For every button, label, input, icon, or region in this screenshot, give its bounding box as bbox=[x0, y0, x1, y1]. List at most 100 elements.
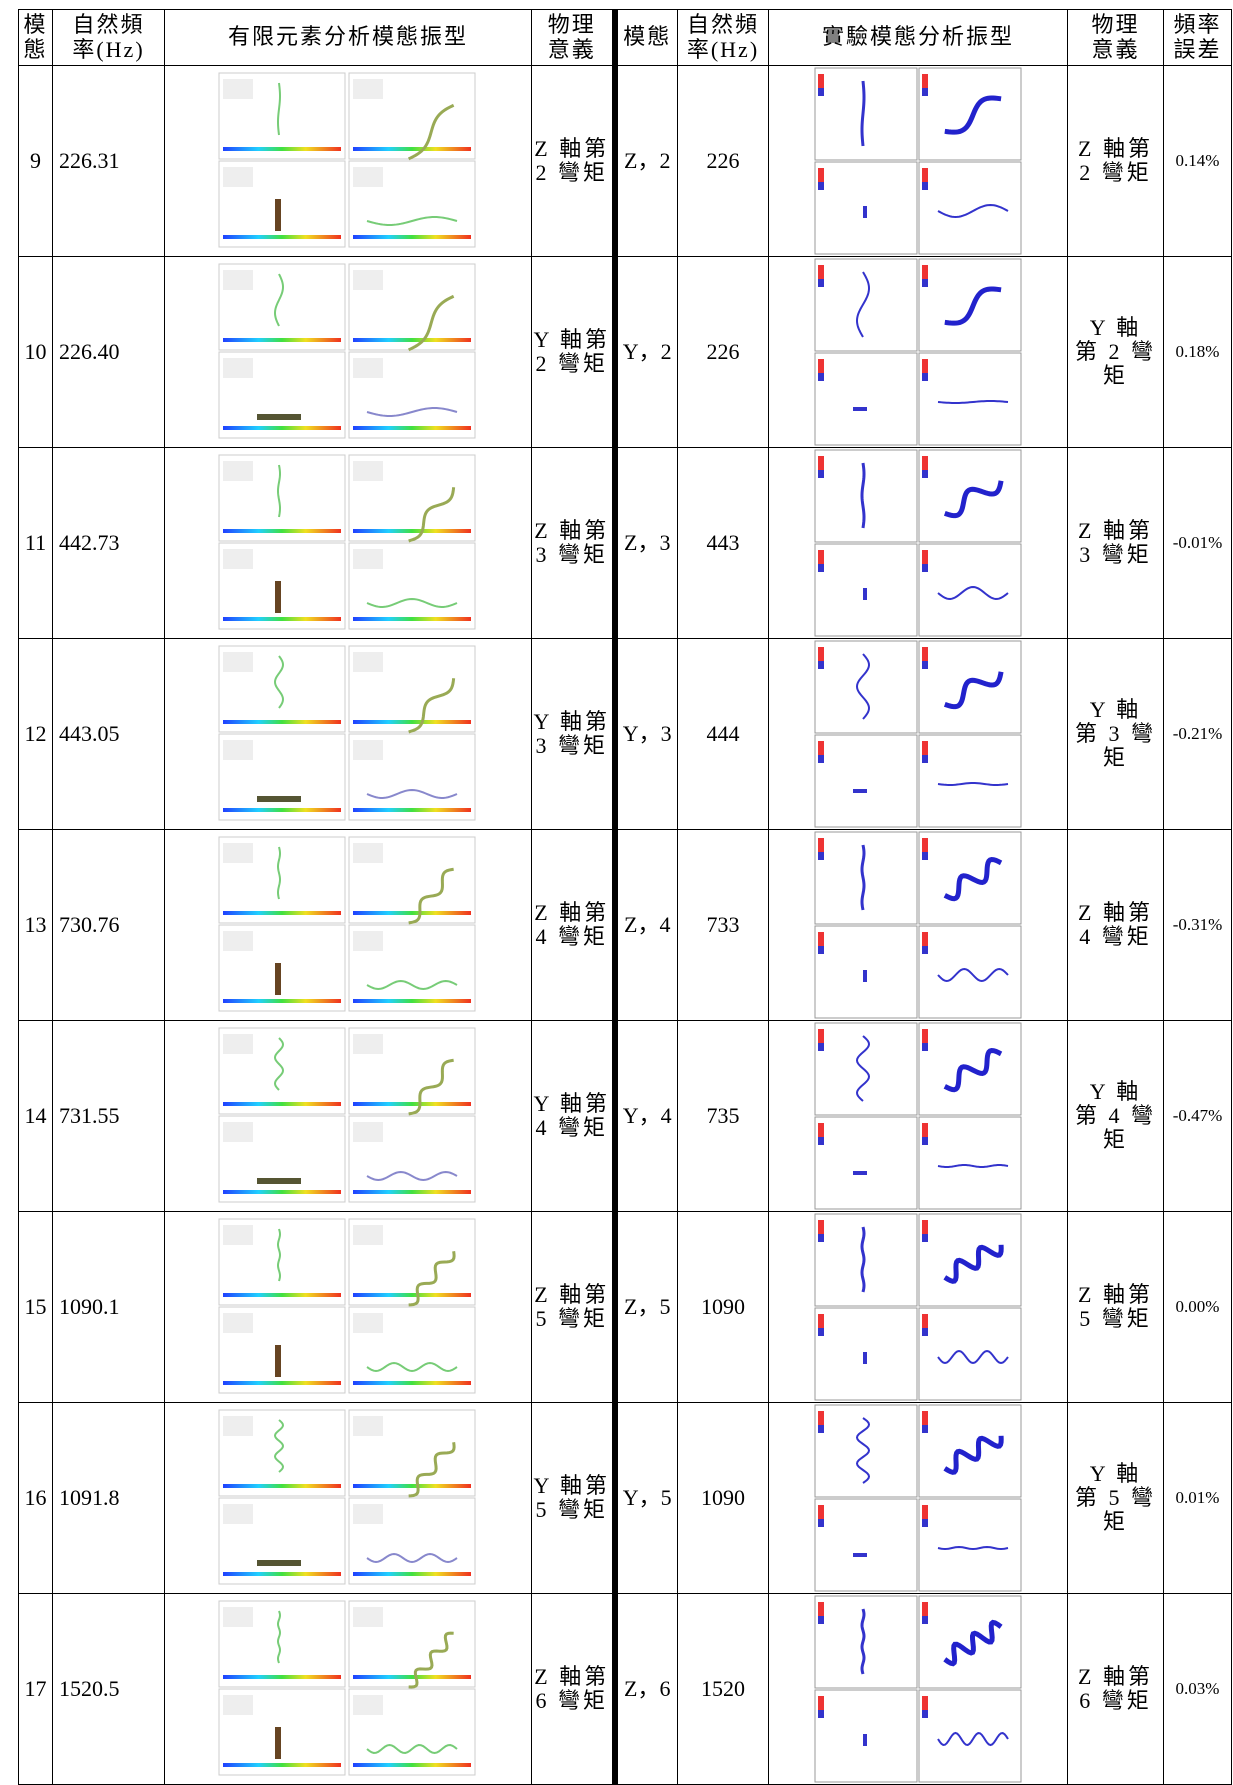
exp-mode: Y，5 bbox=[611, 1402, 678, 1594]
fe-mode-shape bbox=[218, 1218, 476, 1394]
fe-meaning: Z 軸第 5 彎矩 bbox=[531, 1211, 615, 1403]
fe-image-cell bbox=[164, 1020, 532, 1212]
exp-frequency: 226 bbox=[677, 256, 769, 448]
exp-image-cell bbox=[768, 638, 1068, 830]
exp-image-cell bbox=[768, 1020, 1068, 1212]
fe-image-cell bbox=[164, 829, 532, 1021]
exp-mode-shape bbox=[814, 1022, 1022, 1210]
frequency-error: 0.14% bbox=[1163, 65, 1232, 257]
exp-image-cell bbox=[768, 1593, 1068, 1785]
exp-meaning: Z 軸第 3 彎矩 bbox=[1067, 447, 1164, 639]
exp-image-cell bbox=[768, 1402, 1068, 1594]
exp-meaning: Y 軸 第 2 彎 矩 bbox=[1067, 256, 1164, 448]
exp-frequency: 443 bbox=[677, 447, 769, 639]
table-row: 15 1090.1 Z 軸第 5 彎矩 Z，5 1090 Z 軸第 5 彎矩 0.00% bbox=[18, 1211, 1232, 1403]
fe-mode-shape bbox=[218, 454, 476, 630]
header-cell: 物理 意義 bbox=[1067, 9, 1164, 66]
exp-mode: Z，3 bbox=[611, 447, 678, 639]
header-cell: 自然頻 率(Hz) bbox=[677, 9, 769, 66]
exp-frequency: 1090 bbox=[677, 1211, 769, 1403]
exp-frequency: 1090 bbox=[677, 1402, 769, 1594]
fe-mode-shape bbox=[218, 1409, 476, 1585]
exp-mode: Y，3 bbox=[611, 638, 678, 830]
frequency-error: -0.47% bbox=[1163, 1020, 1232, 1212]
exp-meaning: Y 軸 第 3 彎 矩 bbox=[1067, 638, 1164, 830]
exp-image-cell bbox=[768, 829, 1068, 1021]
fe-meaning: Z 軸第 6 彎矩 bbox=[531, 1593, 615, 1785]
exp-mode-shape bbox=[814, 640, 1022, 828]
fe-mode-shape bbox=[218, 1027, 476, 1203]
fe-image-cell bbox=[164, 1402, 532, 1594]
header-cell: 物理 意義 bbox=[531, 9, 615, 66]
exp-mode: Z，6 bbox=[611, 1593, 678, 1785]
exp-frequency: 226 bbox=[677, 65, 769, 257]
fe-image-cell bbox=[164, 638, 532, 830]
fe-frequency: 730.76 bbox=[52, 829, 165, 1021]
exp-mode-shape bbox=[814, 67, 1022, 255]
exp-mode-shape bbox=[814, 831, 1022, 1019]
table-row: 11 442.73 Z 軸第 3 彎矩 Z，3 443 Z 軸第 3 彎矩 -0.01% bbox=[18, 447, 1232, 639]
exp-image-cell bbox=[768, 256, 1068, 448]
fe-frequency: 226.31 bbox=[52, 65, 165, 257]
fe-mode-shape bbox=[218, 263, 476, 439]
frequency-error: -0.01% bbox=[1163, 447, 1232, 639]
mode-number: 13 bbox=[18, 829, 53, 1021]
fe-meaning: Y 軸第 4 彎矩 bbox=[531, 1020, 615, 1212]
frequency-error: -0.21% bbox=[1163, 638, 1232, 830]
fe-frequency: 731.55 bbox=[52, 1020, 165, 1212]
fe-mode-shape bbox=[218, 836, 476, 1012]
exp-mode: Y，2 bbox=[611, 256, 678, 448]
fe-mode-shape bbox=[218, 645, 476, 821]
exp-frequency: 444 bbox=[677, 638, 769, 830]
exp-mode-shape bbox=[814, 1213, 1022, 1401]
header-cell: 模 態 bbox=[18, 9, 53, 66]
table-row: 10 226.40 Y 軸第 2 彎矩 Y，2 226 Y 軸 第 2 彎 矩 0.18% bbox=[18, 256, 1232, 448]
exp-meaning: Z 軸第 5 彎矩 bbox=[1067, 1211, 1164, 1403]
fe-frequency: 226.40 bbox=[52, 256, 165, 448]
mode-number: 9 bbox=[18, 65, 53, 257]
fe-image-cell bbox=[164, 65, 532, 257]
exp-image-cell bbox=[768, 65, 1068, 257]
fe-meaning: Y 軸第 5 彎矩 bbox=[531, 1402, 615, 1594]
exp-frequency: 733 bbox=[677, 829, 769, 1021]
fe-image-cell bbox=[164, 256, 532, 448]
exp-meaning: Z 軸第 2 彎矩 bbox=[1067, 65, 1164, 257]
fe-frequency: 1091.8 bbox=[52, 1402, 165, 1594]
exp-meaning: Y 軸 第 4 彎 矩 bbox=[1067, 1020, 1164, 1212]
fe-frequency: 1520.5 bbox=[52, 1593, 165, 1785]
exp-meaning: Z 軸第 6 彎矩 bbox=[1067, 1593, 1164, 1785]
fe-frequency: 442.73 bbox=[52, 447, 165, 639]
fe-meaning: Y 軸第 3 彎矩 bbox=[531, 638, 615, 830]
frequency-error: -0.31% bbox=[1163, 829, 1232, 1021]
fe-meaning: Z 軸第 3 彎矩 bbox=[531, 447, 615, 639]
table-row: 17 1520.5 Z 軸第 6 彎矩 Z，6 1520 Z 軸第 6 彎矩 0.03% bbox=[18, 1593, 1232, 1785]
table-row: 14 731.55 Y 軸第 4 彎矩 Y，4 735 Y 軸 第 4 彎 矩 -0.47% bbox=[18, 1020, 1232, 1212]
fe-mode-shape bbox=[218, 1600, 476, 1776]
fe-image-cell bbox=[164, 447, 532, 639]
header-cell: 頻率 誤差 bbox=[1163, 9, 1232, 66]
exp-mode: Z，5 bbox=[611, 1211, 678, 1403]
fe-image-cell bbox=[164, 1593, 532, 1785]
frequency-error: 0.18% bbox=[1163, 256, 1232, 448]
fe-meaning: Z 軸第 2 彎矩 bbox=[531, 65, 615, 257]
table-row: 13 730.76 Z 軸第 4 彎矩 Z，4 733 Z 軸第 4 彎矩 -0.31% bbox=[18, 829, 1232, 1021]
header-cell: 模態 bbox=[611, 9, 678, 66]
table-row: 12 443.05 Y 軸第 3 彎矩 Y，3 444 Y 軸 第 3 彎 矩 -0.21% bbox=[18, 638, 1232, 830]
header-cell: 實驗模態分析振型 bbox=[768, 9, 1068, 66]
table-body: 9 226.31 Z 軸第 2 彎矩 Z，2 226 Z 軸第 2 彎矩 0.14% 10 22… bbox=[18, 65, 1232, 1785]
exp-mode: Z，2 bbox=[611, 65, 678, 257]
table-row: 16 1091.8 Y 軸第 5 彎矩 Y，5 1090 Y 軸 第 5 彎 矩 0.01% bbox=[18, 1402, 1232, 1594]
exp-frequency: 1520 bbox=[677, 1593, 769, 1785]
mode-table: 模 態自然頻 率(Hz) 有限元素分析模態振型 物理 意義 模態 自然頻 率(Hz) 實驗… bbox=[18, 9, 1232, 1785]
table-row: 9 226.31 Z 軸第 2 彎矩 Z，2 226 Z 軸第 2 彎矩 0.14% bbox=[18, 65, 1232, 257]
exp-mode: Z，4 bbox=[611, 829, 678, 1021]
frequency-error: 0.01% bbox=[1163, 1402, 1232, 1594]
exp-mode-shape bbox=[814, 1404, 1022, 1592]
header-cell: 有限元素分析模態振型 bbox=[164, 9, 532, 66]
fe-image-cell bbox=[164, 1211, 532, 1403]
exp-mode-shape bbox=[814, 449, 1022, 637]
mode-number: 17 bbox=[18, 1593, 53, 1785]
exp-mode-shape bbox=[814, 1595, 1022, 1783]
mode-number: 14 bbox=[18, 1020, 53, 1212]
